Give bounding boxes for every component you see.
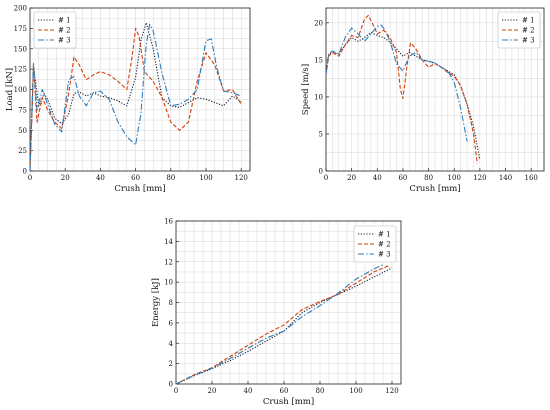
y-tick-label: 0 [169, 381, 173, 389]
y-tick-label: 2 [169, 360, 173, 368]
series-line-2 [175, 265, 389, 385]
legend-label-2: # 2 [58, 27, 71, 35]
y-tick-label: 20 [314, 19, 323, 27]
x-tick-label: 100 [199, 174, 212, 182]
y-tick-label: 100 [14, 86, 27, 94]
series-line-3 [29, 23, 242, 172]
series-line-2 [29, 27, 242, 172]
chart-3: 0 20 40 60 80 100 120 0 2 4 6 8 10 12 14 16 Crush [mm] En… [151, 218, 402, 407]
chart-2: 0 20 40 60 80 100 120 140 160 0 5 10 15 20 Crush [mm] S… [301, 7, 545, 194]
y-tick-label: 15 [314, 56, 323, 64]
x-tick-label: 20 [208, 387, 217, 395]
x-tick-label: 160 [524, 174, 537, 182]
x-tick-label: 0 [28, 174, 32, 182]
y-tick-label: 6 [169, 319, 174, 327]
y-tick-label: 16 [164, 218, 173, 226]
legend: # 1 # 2 # 3 [33, 11, 77, 49]
x-tick-label: 20 [347, 174, 356, 182]
legend-label-3: # 3 [378, 251, 391, 259]
x-tick-label: 80 [166, 174, 175, 182]
x-tick-label: 40 [96, 174, 105, 182]
x-tick-label: 40 [244, 387, 253, 395]
y-tick-label: 12 [164, 258, 173, 266]
y-tick-label: 150 [14, 45, 27, 53]
series-line-3 [175, 264, 384, 385]
plot-frame [325, 7, 545, 172]
x-tick-label: 0 [324, 174, 328, 182]
x-tick-label: 60 [131, 174, 140, 182]
y-axis-label: Energy [kJ] [151, 278, 161, 327]
series-line-2 [325, 14, 478, 164]
legend: # 1 # 2 # 3 [353, 225, 397, 263]
y-tick-label: 0 [23, 168, 27, 176]
x-tick-label: 120 [473, 174, 486, 182]
x-tick-label: 0 [174, 387, 178, 395]
y-axis-label: Speed [m/s] [301, 64, 311, 115]
y-tick-label: 175 [14, 25, 27, 33]
y-tick-label: 5 [319, 130, 323, 138]
y-tick-label: 50 [18, 127, 27, 135]
legend-box [33, 11, 77, 49]
legend-label-3: # 3 [522, 37, 535, 45]
legend-box [353, 225, 397, 263]
legend-label-1: # 1 [522, 17, 535, 25]
legend-label-1: # 1 [58, 17, 71, 25]
series-line-3 [325, 24, 468, 142]
y-tick-label: 0 [319, 168, 323, 176]
x-axis-label: Crush [mm] [263, 397, 314, 407]
y-tick-label: 200 [14, 5, 27, 13]
y-tick-label: 8 [169, 299, 173, 307]
x-tick-label: 80 [316, 387, 325, 395]
x-tick-label: 140 [499, 174, 512, 182]
x-axis-label: Crush [mm] [409, 184, 460, 194]
y-tick-label: 10 [164, 279, 173, 287]
y-tick-label: 125 [14, 66, 27, 74]
legend-label-3: # 3 [58, 37, 71, 45]
x-axis-label: Crush [mm] [114, 184, 165, 194]
x-tick-label: 20 [61, 174, 70, 182]
legend-box [497, 11, 541, 49]
y-tick-label: 75 [18, 106, 27, 114]
x-tick-label: 100 [448, 174, 461, 182]
chart-1: 0 20 40 60 80 100 120 0 25 50 75 100 125 150 175 200 Cru… [5, 5, 251, 194]
x-tick-label: 120 [385, 387, 398, 395]
series-line-1 [29, 22, 242, 172]
legend-label-1: # 1 [378, 231, 391, 239]
y-tick-label: 4 [169, 340, 174, 348]
y-axis-label: Load [kN] [5, 68, 15, 111]
x-tick-label: 40 [373, 174, 382, 182]
y-tick-label: 25 [18, 147, 27, 155]
x-tick-label: 80 [424, 174, 433, 182]
legend-label-2: # 2 [378, 241, 391, 249]
legend: # 1 # 2 # 3 [497, 11, 541, 49]
y-tick-label: 14 [164, 238, 173, 246]
x-tick-label: 60 [280, 387, 289, 395]
legend-label-2: # 2 [522, 27, 535, 35]
x-tick-label: 120 [235, 174, 248, 182]
x-tick-label: 100 [349, 387, 362, 395]
x-tick-label: 60 [398, 174, 407, 182]
y-tick-label: 10 [314, 93, 323, 101]
